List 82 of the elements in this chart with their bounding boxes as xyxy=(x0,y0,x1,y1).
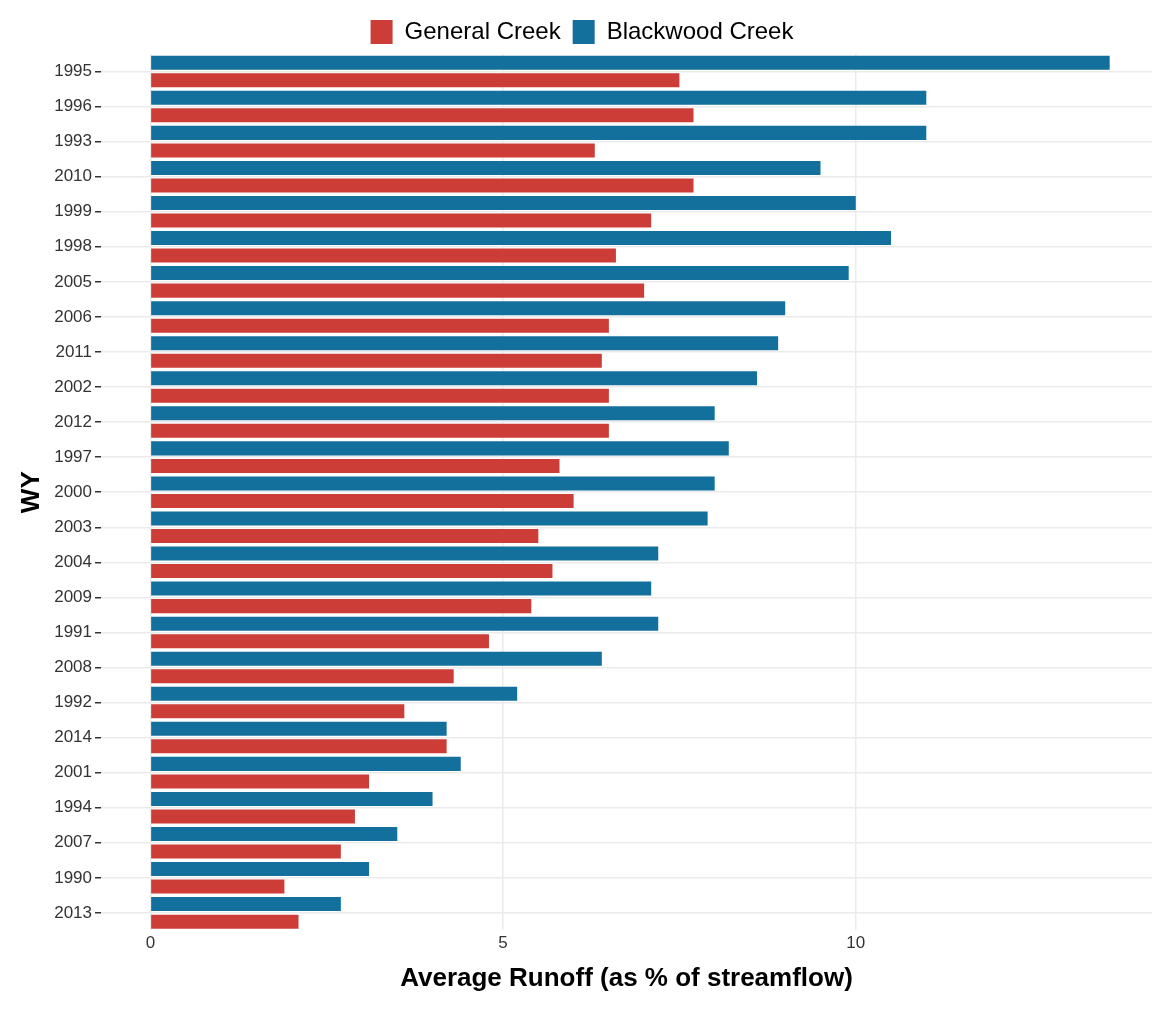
y-tick-label: 2002 xyxy=(54,376,93,396)
x-tick-label: 5 xyxy=(498,933,508,953)
y-tick-label: 2007 xyxy=(54,832,93,852)
bar xyxy=(151,774,370,789)
y-tick-label: 1997 xyxy=(54,446,93,466)
y-tick-label: 2000 xyxy=(54,481,93,501)
y-tick-label: 1990 xyxy=(54,867,93,887)
bar xyxy=(151,266,849,281)
bar xyxy=(151,318,609,333)
bar xyxy=(151,231,892,246)
legend-label: Blackwood Creek xyxy=(606,16,795,44)
bar xyxy=(151,195,856,210)
bar xyxy=(151,248,616,263)
bar xyxy=(151,90,927,105)
bar xyxy=(151,651,602,666)
x-tick-label: 10 xyxy=(846,933,866,953)
bar xyxy=(151,669,454,684)
bar xyxy=(151,844,341,859)
bar xyxy=(151,826,398,842)
bar xyxy=(151,353,602,368)
bar xyxy=(151,581,652,596)
bar xyxy=(151,862,370,877)
y-tick-label: 1993 xyxy=(54,131,93,151)
bar xyxy=(151,388,609,403)
legend-label: General Creek xyxy=(404,16,562,44)
y-tick-label: 1994 xyxy=(54,797,93,817)
bar xyxy=(151,809,355,824)
y-tick-label: 2014 xyxy=(54,727,93,747)
bar xyxy=(151,686,518,701)
y-tick-label: 1996 xyxy=(54,96,93,116)
bar xyxy=(151,493,574,508)
bar xyxy=(151,406,715,421)
bar xyxy=(151,599,532,614)
bar xyxy=(151,634,489,649)
bar xyxy=(151,178,694,193)
y-tick-label: 1992 xyxy=(54,692,93,712)
bar xyxy=(151,55,1110,70)
y-tick-label: 2004 xyxy=(54,552,93,571)
bar xyxy=(151,704,405,719)
bar xyxy=(151,160,821,175)
bar xyxy=(151,336,779,351)
y-tick-label: 2011 xyxy=(55,341,93,361)
x-tick-label: 0 xyxy=(145,933,156,953)
bar xyxy=(151,616,659,631)
bar xyxy=(151,301,786,316)
bar xyxy=(151,914,299,929)
x-axis-title: Average Runoff (as % of streamflow) xyxy=(400,961,853,992)
bar xyxy=(151,529,539,544)
y-tick-label: 2009 xyxy=(54,587,93,607)
y-tick-label: 1998 xyxy=(54,236,93,256)
bar xyxy=(151,371,757,386)
bar xyxy=(151,283,645,298)
y-tick-label: 2008 xyxy=(54,657,93,677)
y-tick-label: 2010 xyxy=(54,166,93,186)
y-tick-label: 1995 xyxy=(54,61,93,81)
bar xyxy=(151,108,694,123)
bar xyxy=(151,441,729,456)
bar xyxy=(151,756,461,771)
bar xyxy=(151,73,680,88)
y-tick-label: 2006 xyxy=(54,306,93,326)
bar xyxy=(151,564,553,579)
bar xyxy=(151,476,715,491)
y-tick-label: 2013 xyxy=(54,902,93,922)
bar xyxy=(151,125,927,140)
y-tick-label: 2012 xyxy=(54,411,93,431)
bar xyxy=(151,546,659,561)
bar xyxy=(151,791,433,806)
bar xyxy=(151,721,447,736)
bar xyxy=(151,879,285,894)
bar xyxy=(151,511,708,526)
bar xyxy=(151,143,595,158)
y-axis-title: WY xyxy=(14,471,45,514)
y-tick-label: 1999 xyxy=(54,201,93,221)
bar xyxy=(151,739,447,754)
bar xyxy=(151,423,609,438)
bar xyxy=(151,897,341,912)
y-tick-label: 2005 xyxy=(54,271,93,291)
y-tick-label: 1991 xyxy=(54,622,93,642)
bar xyxy=(151,213,652,228)
bar xyxy=(151,458,560,473)
y-tick-label: 2001 xyxy=(54,762,93,782)
y-tick-label: 2003 xyxy=(54,516,93,536)
